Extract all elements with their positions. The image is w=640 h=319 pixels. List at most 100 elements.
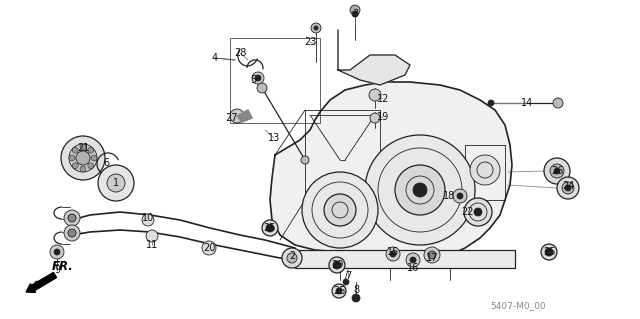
Circle shape <box>314 26 318 30</box>
Text: 10: 10 <box>142 213 154 223</box>
Text: 11: 11 <box>146 240 158 250</box>
Text: 16: 16 <box>407 263 419 273</box>
Circle shape <box>287 253 297 263</box>
Circle shape <box>370 113 380 123</box>
Circle shape <box>406 253 420 267</box>
Circle shape <box>541 244 557 260</box>
Text: 29: 29 <box>331 260 343 270</box>
Circle shape <box>453 189 467 203</box>
Text: FR.: FR. <box>52 260 74 273</box>
Text: 25: 25 <box>333 286 345 296</box>
Text: 24: 24 <box>562 181 574 191</box>
Circle shape <box>474 208 482 216</box>
Circle shape <box>470 155 500 185</box>
Circle shape <box>350 5 360 15</box>
Bar <box>230 38 320 123</box>
Text: 12: 12 <box>377 94 389 104</box>
Circle shape <box>252 72 264 84</box>
Circle shape <box>554 168 560 174</box>
Circle shape <box>50 245 64 259</box>
Text: 25: 25 <box>543 247 556 257</box>
Text: 4: 4 <box>212 53 218 63</box>
Text: 14: 14 <box>521 98 533 108</box>
Circle shape <box>343 279 349 285</box>
Text: 28: 28 <box>234 48 246 58</box>
Circle shape <box>68 214 76 222</box>
Circle shape <box>329 257 345 273</box>
Text: 23: 23 <box>304 37 316 47</box>
Circle shape <box>61 136 105 180</box>
Circle shape <box>98 165 134 201</box>
Circle shape <box>336 288 342 294</box>
Text: 17: 17 <box>426 253 438 263</box>
Circle shape <box>352 294 360 302</box>
Circle shape <box>69 144 97 172</box>
Text: 22: 22 <box>461 207 474 217</box>
Circle shape <box>69 155 75 161</box>
Circle shape <box>457 193 463 199</box>
Circle shape <box>68 229 76 237</box>
Circle shape <box>54 249 60 255</box>
Circle shape <box>544 158 570 184</box>
Text: 3: 3 <box>352 9 358 19</box>
Circle shape <box>488 100 494 106</box>
Circle shape <box>266 224 274 232</box>
Circle shape <box>72 147 78 153</box>
Circle shape <box>395 165 445 215</box>
Text: 15: 15 <box>387 247 399 257</box>
Text: 9: 9 <box>54 265 60 275</box>
Text: 20: 20 <box>203 243 215 253</box>
Text: 5: 5 <box>250 75 256 85</box>
Text: 13: 13 <box>268 133 280 143</box>
Circle shape <box>255 75 261 81</box>
Polygon shape <box>237 110 252 122</box>
Circle shape <box>64 225 80 241</box>
Circle shape <box>282 248 302 268</box>
Circle shape <box>352 11 358 17</box>
Circle shape <box>565 185 571 191</box>
Circle shape <box>390 251 396 257</box>
Circle shape <box>230 109 244 123</box>
Circle shape <box>202 241 216 255</box>
Circle shape <box>91 155 97 161</box>
Text: 21: 21 <box>77 143 89 153</box>
Circle shape <box>464 198 492 226</box>
FancyArrow shape <box>26 272 56 292</box>
Circle shape <box>72 163 78 169</box>
Polygon shape <box>270 82 512 260</box>
Circle shape <box>413 183 427 197</box>
Circle shape <box>146 230 158 242</box>
Circle shape <box>332 284 346 298</box>
Circle shape <box>386 247 400 261</box>
Text: 18: 18 <box>443 191 455 201</box>
Circle shape <box>76 151 90 165</box>
Circle shape <box>428 251 436 259</box>
Circle shape <box>301 156 309 164</box>
Text: 25: 25 <box>264 223 276 233</box>
Bar <box>295 250 515 268</box>
Circle shape <box>365 135 475 245</box>
Circle shape <box>424 247 440 263</box>
Text: 8: 8 <box>353 285 359 295</box>
Circle shape <box>369 89 381 101</box>
Circle shape <box>142 214 154 226</box>
Text: 5407-M0_00: 5407-M0_00 <box>490 301 546 310</box>
Circle shape <box>550 164 564 178</box>
Circle shape <box>311 23 321 33</box>
Circle shape <box>557 177 579 199</box>
Circle shape <box>333 261 341 269</box>
Text: 2: 2 <box>289 251 295 261</box>
Circle shape <box>88 163 94 169</box>
Circle shape <box>88 147 94 153</box>
Polygon shape <box>338 30 410 85</box>
Circle shape <box>545 248 553 256</box>
Circle shape <box>553 98 563 108</box>
Text: 26: 26 <box>551 166 563 176</box>
Text: 7: 7 <box>345 271 351 281</box>
Text: 1: 1 <box>113 178 119 188</box>
Circle shape <box>410 257 416 263</box>
Circle shape <box>257 83 267 93</box>
Circle shape <box>64 210 80 226</box>
Circle shape <box>562 182 574 194</box>
Circle shape <box>107 174 125 192</box>
